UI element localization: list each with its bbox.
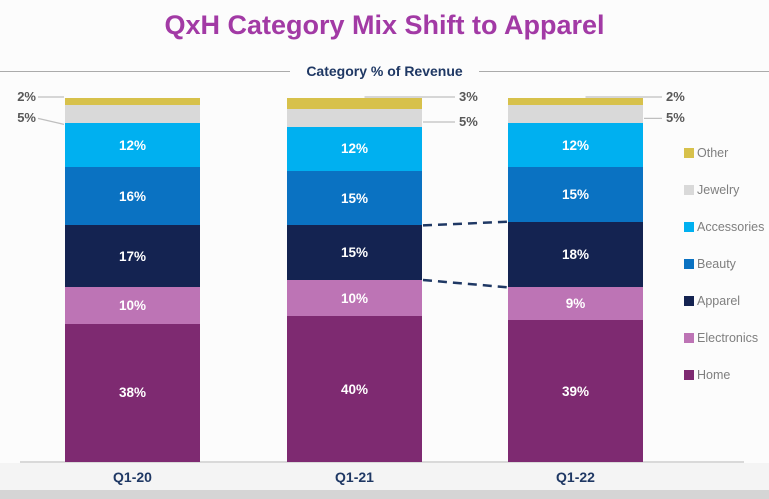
legend-swatch-icon (684, 296, 694, 306)
legend-label: Home (697, 368, 731, 382)
segment-q1-22-home: 39% (508, 320, 643, 462)
footer-strip (0, 463, 769, 490)
segment-value-label: 12% (340, 141, 369, 157)
segment-value-label: 15% (561, 186, 590, 202)
segment-q1-21-other (287, 98, 422, 109)
segment-q1-22-electronics: 9% (508, 287, 643, 321)
segment-q1-20-home: 38% (65, 323, 200, 462)
chart-subtitle-row: Category % of Revenue (0, 62, 769, 80)
segment-q1-21-beauty: 15% (287, 170, 422, 226)
legend-item-electronics: Electronics (684, 330, 764, 346)
legend-item-accessories: Accessories (684, 219, 764, 235)
segment-q1-20-accessories: 12% (65, 123, 200, 168)
callout-q1-20-other: 2% (17, 89, 36, 104)
window-bottom-edge (0, 490, 769, 499)
legend-label: Electronics (697, 331, 759, 345)
legend-item-apparel: Apparel (684, 293, 764, 309)
segment-q1-22-other (508, 98, 643, 106)
divider-line-right (478, 70, 769, 72)
segment-q1-20-electronics: 10% (65, 287, 200, 324)
legend-swatch-icon (684, 185, 694, 195)
segment-q1-22-jewelry (508, 105, 643, 124)
segment-value-label: 12% (561, 137, 590, 153)
legend-label: Accessories (697, 220, 765, 234)
x-axis-line (20, 461, 744, 463)
x-axis-label-q1-20: Q1-20 (113, 469, 152, 485)
legend-item-other: Other (684, 145, 764, 161)
segment-value-label: 40% (340, 381, 369, 397)
segment-value-label: 16% (118, 188, 147, 204)
legend-swatch-icon (684, 148, 694, 158)
legend-label: Jewelry (697, 183, 740, 197)
segment-q1-22-beauty: 15% (508, 167, 643, 222)
legend-item-home: Home (684, 367, 764, 383)
segment-value-label: 10% (340, 290, 369, 306)
segment-value-label: 15% (340, 245, 369, 261)
segment-q1-20-other (65, 98, 200, 106)
segment-value-label: 17% (118, 248, 147, 264)
segment-q1-21-electronics: 10% (287, 280, 422, 317)
segment-q1-20-apparel: 17% (65, 225, 200, 288)
segment-value-label: 12% (118, 137, 147, 153)
segment-q1-21-apparel: 15% (287, 225, 422, 280)
legend-swatch-icon (684, 370, 694, 380)
segment-q1-20-beauty: 16% (65, 167, 200, 226)
segment-q1-22-apparel: 18% (508, 221, 643, 288)
legend-label: Other (697, 146, 729, 160)
segment-q1-21-home: 40% (287, 316, 422, 462)
segment-value-label: 39% (561, 383, 590, 399)
x-axis-label-q1-21: Q1-21 (335, 469, 374, 485)
legend-swatch-icon (684, 222, 694, 232)
legend: Other Jewelry Accessories Beauty Apparel Elec… (684, 145, 764, 383)
legend-swatch-icon (684, 259, 694, 269)
segment-value-label: 15% (340, 190, 369, 206)
segment-q1-22-accessories: 12% (508, 123, 643, 168)
chart-subtitle: Category % of Revenue (306, 63, 463, 79)
segment-value-label: 18% (561, 247, 590, 262)
segment-q1-20-jewelry (65, 105, 200, 124)
legend-item-beauty: Beauty (684, 256, 764, 272)
legend-label: Apparel (697, 294, 741, 308)
callout-q1-22-jewelry: 5% (666, 110, 685, 126)
divider-line-left (0, 70, 291, 72)
segment-q1-21-accessories: 12% (287, 127, 422, 171)
callout-q1-20-jewelry: 5% (17, 110, 36, 126)
legend-item-jewelry: Jewelry (684, 182, 764, 198)
legend-swatch-icon (684, 333, 694, 343)
legend-label: Beauty (697, 257, 736, 271)
callout-q1-21-other: 3% (459, 89, 478, 104)
x-axis-label-q1-22: Q1-22 (556, 469, 595, 485)
segment-q1-21-jewelry (287, 108, 422, 128)
chart-title: QxH Category Mix Shift to Apparel (164, 10, 605, 40)
segment-value-label: 9% (565, 296, 586, 312)
segment-value-label: 10% (118, 297, 147, 313)
segment-value-label: 38% (118, 385, 147, 401)
callout-q1-21-jewelry: 5% (459, 114, 478, 130)
callout-q1-22-other: 2% (666, 89, 685, 104)
